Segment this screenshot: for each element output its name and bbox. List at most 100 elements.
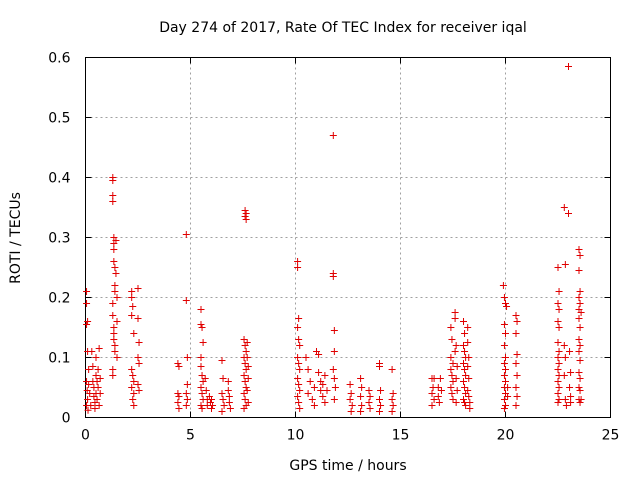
data-point-marker bbox=[448, 372, 456, 379]
data-point-marker bbox=[183, 396, 191, 403]
data-point-marker bbox=[555, 384, 563, 391]
data-point-marker bbox=[241, 396, 249, 403]
data-point-marker bbox=[566, 384, 574, 391]
data-point-marker bbox=[129, 303, 137, 310]
data-point-marker bbox=[500, 372, 508, 379]
y-tick-label: 0.2 bbox=[48, 291, 70, 307]
x-tick-label: 20 bbox=[497, 428, 515, 444]
data-point-marker bbox=[513, 393, 521, 400]
x-tick-label: 25 bbox=[602, 428, 620, 444]
data-point-marker bbox=[92, 354, 100, 361]
data-point-marker bbox=[110, 330, 118, 337]
data-point-marker bbox=[460, 360, 467, 367]
data-point-marker bbox=[225, 399, 233, 406]
data-point-marker bbox=[357, 375, 365, 382]
data-point-marker bbox=[198, 324, 206, 331]
data-point-marker bbox=[197, 321, 205, 328]
data-point-marker bbox=[554, 399, 562, 406]
data-point-marker bbox=[304, 366, 312, 373]
data-point-marker bbox=[555, 306, 563, 313]
data-point-marker bbox=[500, 342, 508, 349]
data-point-marker bbox=[85, 381, 93, 388]
data-point-marker bbox=[128, 366, 136, 373]
data-point-marker bbox=[182, 297, 190, 304]
data-point-marker bbox=[96, 390, 104, 397]
data-point-marker bbox=[306, 378, 314, 385]
data-point-marker bbox=[330, 375, 338, 382]
data-point-marker bbox=[504, 393, 512, 400]
data-point-marker bbox=[554, 354, 562, 361]
y-tick-label: 0.3 bbox=[48, 231, 70, 247]
data-point-marker bbox=[218, 357, 226, 364]
data-point-marker bbox=[109, 366, 117, 373]
data-point-marker bbox=[242, 216, 250, 223]
data-point-marker bbox=[576, 387, 584, 394]
data-point-marker bbox=[377, 402, 385, 409]
data-point-marker bbox=[330, 396, 338, 403]
data-point-marker bbox=[500, 405, 508, 412]
data-point-marker bbox=[111, 288, 119, 295]
data-point-marker bbox=[111, 264, 119, 271]
data-point-marker bbox=[244, 399, 252, 406]
data-point-marker bbox=[130, 390, 138, 397]
data-point-marker bbox=[565, 210, 572, 217]
data-point-marker bbox=[389, 390, 397, 397]
x-tick-label: 15 bbox=[392, 428, 410, 444]
data-point-marker bbox=[554, 390, 562, 397]
data-point-marker bbox=[502, 366, 509, 373]
data-point-marker bbox=[447, 324, 455, 331]
data-point-marker bbox=[134, 381, 142, 388]
data-point-marker bbox=[451, 348, 459, 355]
data-point-marker bbox=[296, 342, 304, 349]
data-point-marker bbox=[576, 357, 584, 364]
data-point-marker bbox=[96, 375, 104, 382]
data-point-marker bbox=[554, 300, 562, 307]
data-point-marker bbox=[308, 396, 316, 403]
data-point-marker bbox=[198, 390, 206, 397]
data-point-marker bbox=[502, 354, 509, 361]
data-point-marker bbox=[461, 366, 469, 373]
data-point-marker bbox=[219, 375, 227, 382]
data-point-marker bbox=[460, 378, 467, 385]
data-point-marker bbox=[451, 309, 459, 316]
data-point-marker bbox=[576, 288, 584, 295]
data-point-marker bbox=[388, 366, 396, 373]
data-point-marker bbox=[447, 366, 455, 373]
data-point-marker bbox=[560, 204, 568, 211]
data-point-marker bbox=[208, 396, 215, 403]
data-point-marker bbox=[241, 360, 249, 367]
data-point-marker bbox=[449, 378, 457, 385]
data-point-marker bbox=[315, 369, 323, 376]
data-point-marker bbox=[175, 363, 183, 370]
data-point-marker bbox=[296, 366, 304, 373]
data-point-marker bbox=[84, 318, 92, 325]
data-point-marker bbox=[460, 396, 467, 403]
data-point-marker bbox=[555, 288, 563, 295]
data-point-marker bbox=[134, 285, 142, 292]
data-point-marker bbox=[93, 378, 101, 385]
data-point-marker bbox=[83, 288, 91, 295]
data-point-marker bbox=[565, 63, 572, 70]
data-point-marker bbox=[366, 405, 374, 412]
data-point-marker bbox=[129, 372, 137, 379]
data-point-marker bbox=[555, 396, 563, 403]
data-point-marker bbox=[112, 237, 120, 244]
data-point-marker bbox=[376, 396, 383, 403]
data-point-marker bbox=[504, 384, 512, 391]
data-point-marker bbox=[561, 354, 569, 361]
data-point-marker bbox=[109, 372, 117, 379]
data-point-marker bbox=[513, 372, 521, 379]
data-point-marker bbox=[348, 402, 356, 409]
data-point-marker bbox=[224, 378, 232, 385]
grid-lines bbox=[85, 57, 611, 418]
data-point-marker bbox=[294, 258, 302, 265]
data-point-marker bbox=[242, 348, 250, 355]
data-point-marker bbox=[566, 348, 574, 355]
data-point-marker bbox=[135, 339, 143, 346]
data-point-marker bbox=[183, 381, 191, 388]
data-point-marker bbox=[435, 399, 443, 406]
data-point-marker bbox=[92, 372, 100, 379]
data-point-marker bbox=[366, 393, 374, 400]
data-point-marker bbox=[357, 408, 365, 415]
